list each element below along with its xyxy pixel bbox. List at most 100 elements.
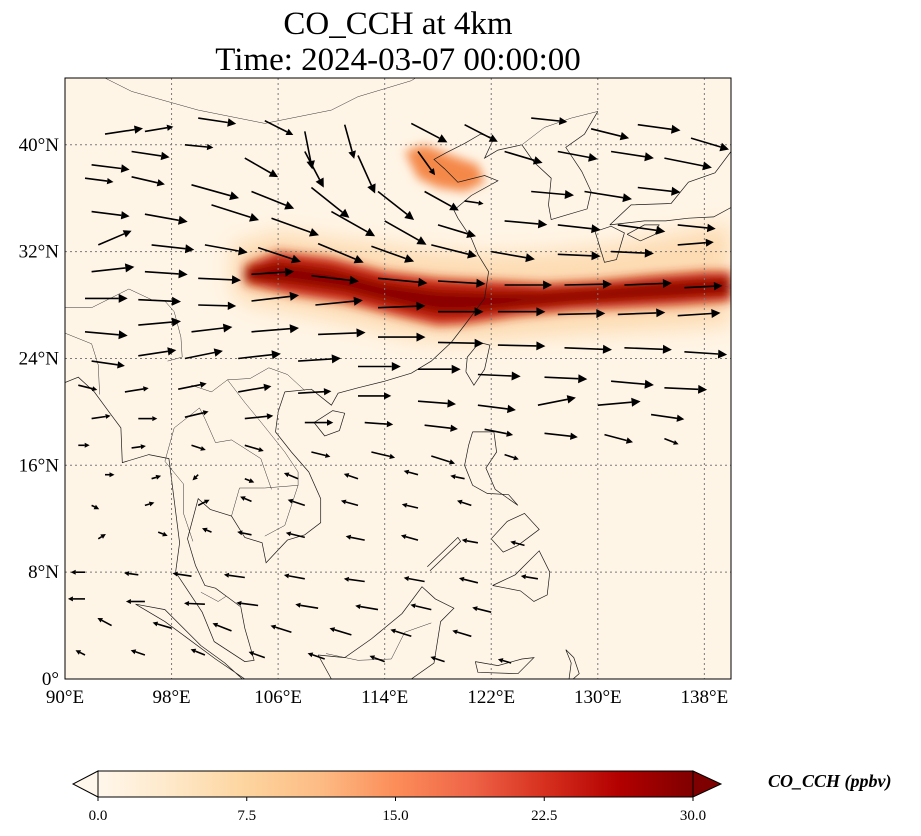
wind-arrow-shaft [198, 277, 233, 281]
wind-arrow [424, 424, 458, 432]
wind-arrow-head [497, 658, 504, 663]
wind-arrow-head [152, 621, 159, 627]
wind-arrow-head [706, 223, 716, 233]
coastline-palawan [427, 536, 462, 572]
co-north-patch-group [404, 144, 485, 192]
wind-arrow-head [231, 275, 241, 285]
wind-arrow-head [403, 576, 410, 582]
wind-arrow-shaft [184, 412, 204, 418]
wind-arrow [544, 374, 588, 384]
lon-tick-label: 122°E [467, 687, 515, 708]
wind-arrow [270, 624, 292, 634]
wind-arrow [417, 151, 436, 176]
wind-arrow [223, 572, 245, 579]
wind-arrow-shaft [504, 453, 515, 459]
wind-arrow-shaft [624, 282, 663, 286]
wind-arrow [377, 190, 415, 220]
wind-arrow-head [418, 277, 428, 287]
wind-arrow-head [602, 279, 612, 289]
border-bangladesh [65, 332, 100, 395]
wind-arrow-shaft [131, 176, 158, 184]
wind-arrow-shaft [377, 277, 419, 283]
wind-arrow [590, 128, 630, 141]
coastline-layer [65, 111, 731, 679]
wind-arrow-shaft [348, 474, 359, 480]
wind-arrow-shaft [484, 428, 507, 435]
wind-arrow [477, 371, 521, 381]
wind-arrow-head [404, 254, 415, 263]
wind-vector-layer [67, 117, 729, 664]
wind-arrow-head [190, 648, 197, 654]
wind-arrow-shaft [191, 184, 231, 197]
wind-arrow-head [117, 361, 125, 369]
wind-arrow-shaft [138, 350, 169, 357]
wind-arrow-shaft [91, 360, 118, 366]
wind-arrow-shaft [437, 224, 468, 235]
wind-arrow [125, 599, 145, 604]
wind-arrow [138, 317, 181, 327]
wind-arrow [104, 125, 143, 135]
wind-arrow-head [365, 227, 376, 237]
wind-arrow-shaft [405, 535, 419, 541]
wind-arrow [430, 656, 445, 663]
wind-arrow-shaft [564, 347, 604, 351]
wind-arrow-head [656, 308, 666, 318]
wind-arrow-head [416, 332, 426, 342]
wind-arrow-head [476, 278, 486, 288]
wind-arrow-head [67, 596, 73, 602]
wind-arrow-head [467, 249, 477, 259]
wind-arrow-head [673, 440, 679, 445]
wind-arrow-shaft [456, 631, 472, 638]
wind-arrow-head [525, 253, 535, 263]
wind-arrow-head [229, 191, 239, 201]
wind-arrow-shaft [101, 619, 112, 627]
wind-arrow-shaft [345, 501, 359, 507]
wind-arrow-shaft [191, 327, 224, 333]
wind-arrow-head [416, 236, 427, 245]
wind-arrow-shaft [455, 476, 465, 480]
wind-arrow [315, 296, 363, 306]
wind-arrow [244, 413, 274, 420]
wind-arrow-shaft [434, 657, 445, 663]
wind-arrow-head [386, 420, 394, 428]
wind-arrow-shaft [406, 504, 419, 509]
co-plume-core [244, 251, 731, 326]
wind-arrow [584, 190, 632, 203]
wind-arrow [472, 606, 492, 613]
wind-arrow [157, 531, 168, 537]
wind-arrow-head [458, 576, 465, 582]
wind-arrow-shaft [477, 373, 512, 377]
wind-arrow-head [120, 164, 130, 173]
wind-arrow-shaft [502, 659, 512, 664]
wind-arrow [130, 649, 146, 656]
wind-arrow-head [717, 349, 728, 359]
figure-title-line2: Time: 2024-03-07 00:00:00 [215, 42, 580, 78]
wind-arrow-shaft [312, 654, 325, 660]
wind-arrow-head [536, 307, 546, 317]
wind-arrow-shaft [537, 398, 568, 406]
wind-arrow-shaft [348, 578, 365, 583]
wind-arrow-shaft [97, 536, 103, 540]
longitude-tick-labels: 90°E 98°E 106°E 114°E 122°E 130°E 138°E [46, 687, 728, 708]
wind-arrow-head [631, 397, 641, 407]
wind-arrow-head [348, 150, 356, 159]
wind-arrow-shaft [690, 137, 721, 148]
wind-arrow-shaft [104, 128, 135, 135]
wind-arrow-head [662, 344, 672, 354]
wind-arrow-head [451, 364, 461, 374]
wind-arrow-head [452, 629, 458, 635]
coastline-halmahera [565, 649, 580, 679]
wind-arrow [531, 190, 574, 199]
wind-arrow [464, 200, 484, 206]
wind-arrow [345, 534, 365, 541]
wind-arrow-head [125, 599, 131, 604]
wind-arrow-head [404, 210, 415, 220]
wind-arrow-shaft [497, 344, 537, 347]
wind-arrow [343, 576, 365, 583]
wind-arrow [184, 143, 214, 151]
wind-arrow-shaft [677, 224, 708, 229]
wind-arrow-head [290, 254, 301, 264]
wind-arrow-head [204, 499, 210, 505]
wind-arrow [650, 413, 685, 422]
wind-arrow-head [75, 650, 82, 655]
